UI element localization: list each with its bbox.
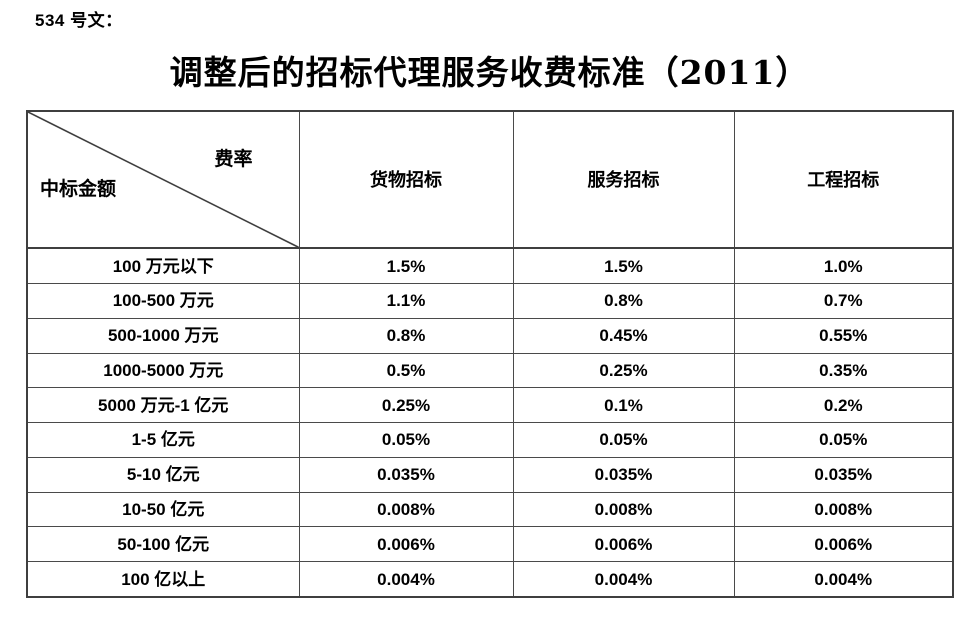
table-row: 100 万元以下 1.5% 1.5% 1.0% <box>26 247 954 285</box>
fee-cell: 0.8% <box>298 317 514 354</box>
table-row: 1000-5000 万元 0.5% 0.25% 0.35% <box>26 352 954 389</box>
fee-cell: 0.008% <box>298 491 514 528</box>
diagonal-divider-line <box>28 112 299 248</box>
fee-cell: 0.006% <box>512 526 735 563</box>
column-header-goods: 货物招标 <box>298 110 514 250</box>
row-label: 100-500 万元 <box>26 283 300 319</box>
corner-label-rate: 费率 <box>214 149 253 170</box>
table-row: 500-1000 万元 0.8% 0.45% 0.55% <box>26 317 954 354</box>
corner-cell: 费率 中标金额 <box>26 110 300 250</box>
fee-cell: 1.5% <box>512 247 735 285</box>
fee-cell: 0.35% <box>733 352 954 389</box>
column-header-services: 服务招标 <box>512 110 735 250</box>
fee-cell: 1.0% <box>733 247 954 285</box>
header-row: 费率 中标金额 货物招标 服务招标 工程招标 <box>26 110 954 250</box>
fee-cell: 0.45% <box>512 317 735 354</box>
column-header-engineering: 工程招标 <box>733 110 954 250</box>
fee-table: 费率 中标金额 货物招标 服务招标 工程招标 100 万元以下 1.5% 1.5… <box>26 110 954 598</box>
fee-cell: 1.1% <box>298 283 514 319</box>
fee-cell: 0.25% <box>298 387 514 424</box>
fee-cell: 1.5% <box>298 247 514 285</box>
row-label: 5000 万元-1 亿元 <box>26 387 300 424</box>
fee-cell: 0.1% <box>512 387 735 424</box>
table-row: 10-50 亿元 0.008% 0.008% 0.008% <box>26 491 954 528</box>
corner-label-amount: 中标金额 <box>40 179 117 200</box>
row-label: 5-10 亿元 <box>26 456 300 493</box>
fee-cell: 0.004% <box>733 561 954 598</box>
table-row: 50-100 亿元 0.006% 0.006% 0.006% <box>26 526 954 563</box>
fee-cell: 0.006% <box>733 526 954 563</box>
row-label: 500-1000 万元 <box>26 317 300 354</box>
fee-cell: 0.2% <box>733 387 954 424</box>
fee-cell: 0.035% <box>298 456 514 493</box>
table-row: 5-10 亿元 0.035% 0.035% 0.035% <box>26 456 954 493</box>
table-row: 100-500 万元 1.1% 0.8% 0.7% <box>26 283 954 319</box>
fee-cell: 0.5% <box>298 352 514 389</box>
fee-cell: 0.05% <box>733 422 954 458</box>
row-label: 100 亿以上 <box>26 561 300 598</box>
fee-cell: 0.7% <box>733 283 954 319</box>
fee-cell: 0.035% <box>733 456 954 493</box>
fee-cell: 0.05% <box>512 422 735 458</box>
fee-cell: 0.008% <box>733 491 954 528</box>
row-label: 50-100 亿元 <box>26 526 300 563</box>
table-row: 1-5 亿元 0.05% 0.05% 0.05% <box>26 422 954 458</box>
fee-cell: 0.006% <box>298 526 514 563</box>
table-row: 100 亿以上 0.004% 0.004% 0.004% <box>26 561 954 598</box>
row-label: 1000-5000 万元 <box>26 352 300 389</box>
fee-cell: 0.004% <box>298 561 514 598</box>
page-title: 调整后的招标代理服务收费标准（2011） <box>169 53 810 92</box>
fee-cell: 0.8% <box>512 283 735 319</box>
fee-cell: 0.55% <box>733 317 954 354</box>
doc-ref: 534 号文： <box>35 11 123 30</box>
table-row: 5000 万元-1 亿元 0.25% 0.1% 0.2% <box>26 387 954 424</box>
fee-cell: 0.004% <box>512 561 735 598</box>
fee-cell: 0.05% <box>298 422 514 458</box>
fee-cell: 0.25% <box>512 352 735 389</box>
fee-cell: 0.008% <box>512 491 735 528</box>
row-label: 1-5 亿元 <box>26 422 300 458</box>
fee-cell: 0.035% <box>512 456 735 493</box>
row-label: 10-50 亿元 <box>26 491 300 528</box>
row-label: 100 万元以下 <box>26 247 300 285</box>
